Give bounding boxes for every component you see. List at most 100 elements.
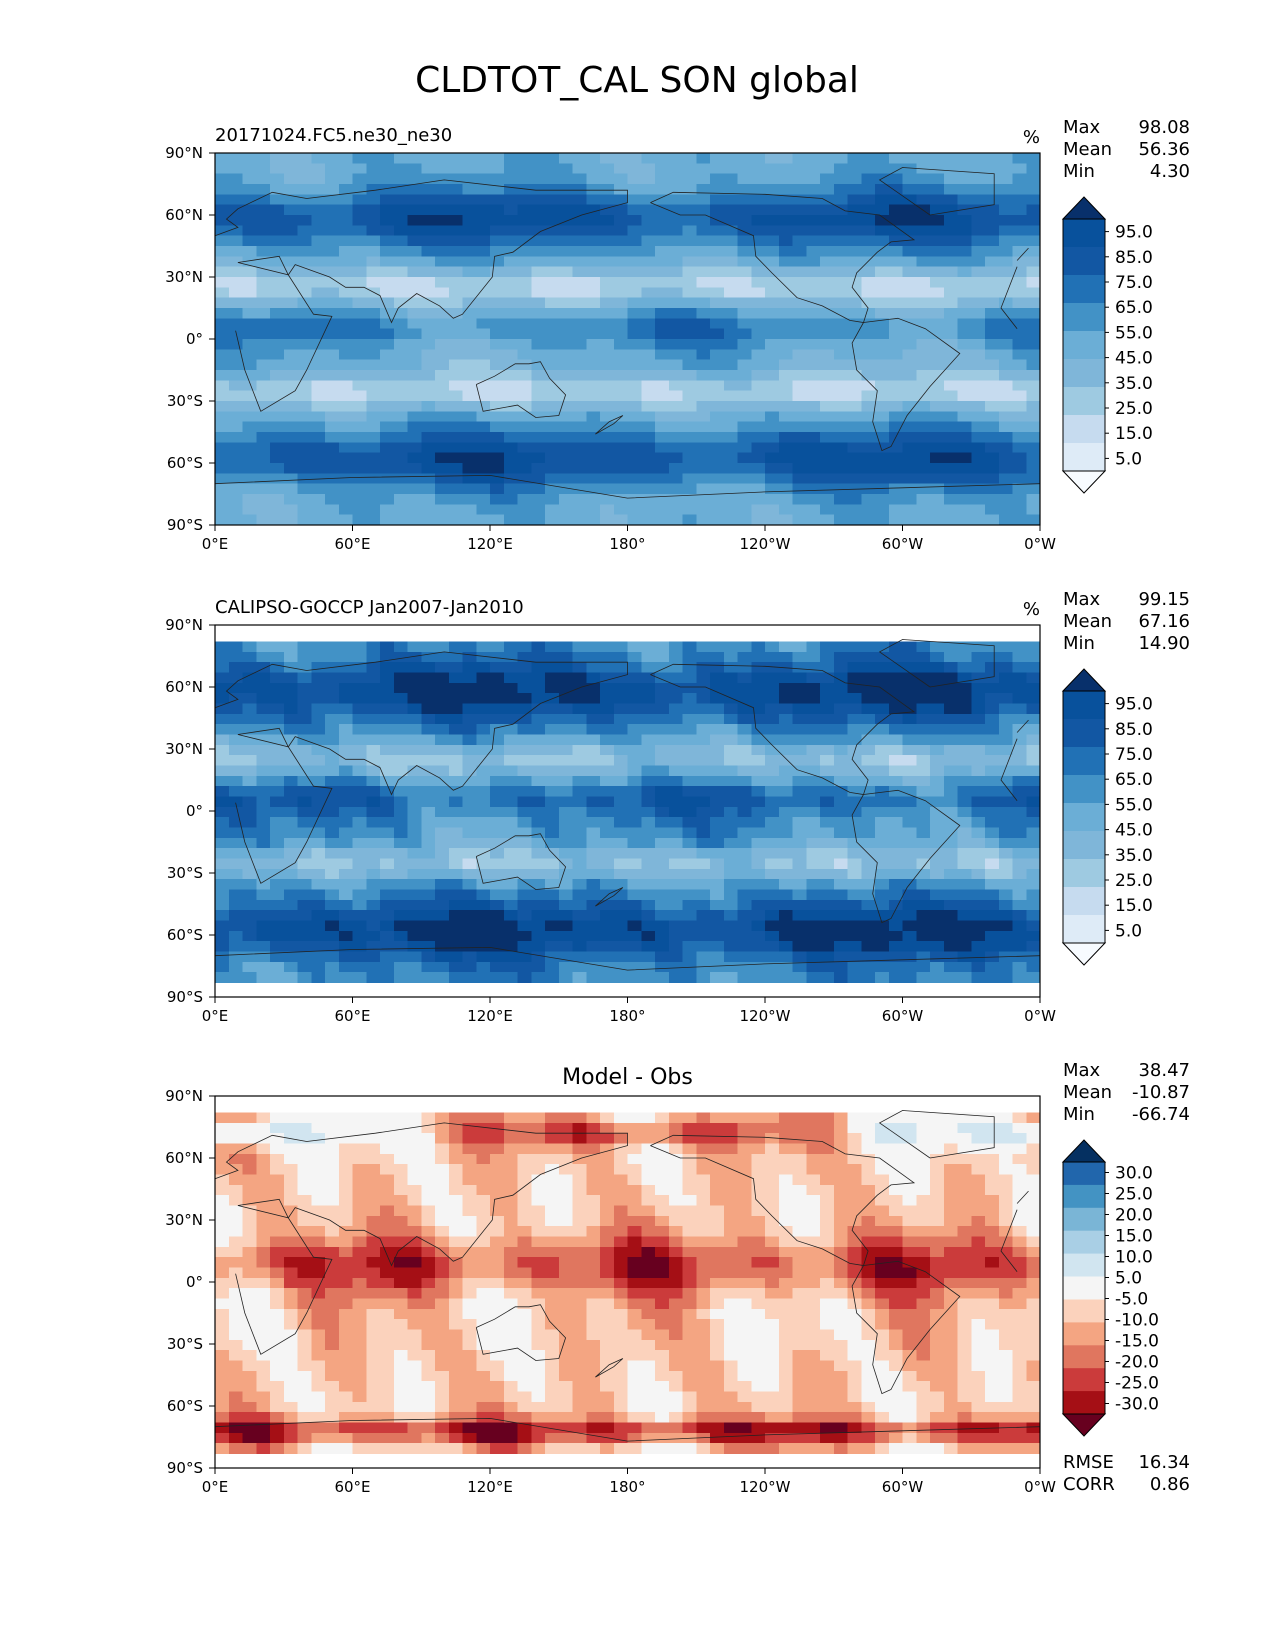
heat-cell	[888, 483, 904, 495]
heat-cell	[270, 920, 285, 932]
heat-cell	[613, 1184, 629, 1196]
heat-cell	[682, 442, 697, 454]
heat-cell	[627, 204, 642, 216]
heat-cell	[311, 1112, 326, 1124]
heat-cell	[228, 806, 244, 818]
heat-cell	[558, 827, 574, 839]
heat-cell	[916, 786, 931, 798]
heat-cell	[971, 910, 986, 922]
heat-cell	[338, 1164, 354, 1176]
heat-cell	[476, 1143, 491, 1155]
heat-cell	[215, 297, 230, 309]
heat-cell	[710, 755, 725, 767]
heat-cell	[806, 744, 821, 756]
heat-cell	[270, 370, 285, 381]
heat-cell	[668, 899, 684, 911]
heat-cell	[751, 287, 766, 299]
heat-cell	[765, 672, 780, 684]
heat-cell	[256, 1195, 271, 1207]
heat-cell	[448, 910, 464, 922]
heat-cell	[558, 662, 574, 674]
heat-cell	[297, 421, 312, 433]
heat-cell	[352, 153, 367, 164]
heat-cell	[682, 173, 697, 185]
heat-cell	[806, 961, 821, 973]
heat-cell	[710, 421, 725, 433]
heat-cell	[902, 920, 917, 932]
heat-cell	[531, 693, 546, 705]
heat-cell	[393, 277, 409, 288]
heat-cell	[985, 215, 1000, 226]
heat-cell	[820, 848, 835, 860]
heat-cell	[627, 1112, 642, 1124]
heat-cell	[820, 432, 835, 443]
heat-cell	[517, 972, 532, 984]
heat-cell	[490, 703, 505, 715]
heat-cell	[888, 930, 904, 942]
heat-cell	[531, 514, 546, 526]
heat-cell	[737, 682, 752, 694]
heat-cell	[407, 651, 422, 663]
heat-cell	[957, 961, 972, 973]
heat-cell	[751, 308, 766, 319]
heat-cell	[462, 256, 477, 268]
heat-cell	[710, 899, 725, 911]
heat-cell	[393, 463, 409, 474]
heat-cell	[517, 1112, 532, 1124]
heat-cell	[710, 817, 725, 829]
heat-cell	[723, 951, 739, 963]
heat-cell	[998, 786, 1014, 798]
heat-cell	[682, 1143, 697, 1155]
heat-cell	[531, 1174, 546, 1186]
heat-cell	[338, 504, 354, 516]
heat-cell	[833, 297, 849, 309]
heat-cell	[215, 287, 230, 299]
coastline	[214, 946, 1041, 971]
heat-cell	[875, 868, 890, 880]
heat-cell	[270, 349, 285, 361]
heat-cell	[270, 452, 285, 464]
heat-cell	[1012, 858, 1027, 870]
heat-cell	[696, 1122, 711, 1134]
heat-cell	[861, 858, 876, 870]
heat-cell	[682, 504, 697, 516]
heat-cell	[256, 682, 271, 694]
heat-cell	[655, 806, 670, 818]
heat-cell	[696, 1205, 711, 1217]
heat-cell	[517, 153, 532, 164]
heat-cell	[751, 442, 766, 454]
heat-cell	[503, 806, 519, 818]
heat-cell	[586, 328, 601, 340]
heat-cell	[476, 662, 491, 674]
heat-cell	[380, 473, 395, 485]
heat-cell	[393, 328, 409, 340]
heat-cell	[600, 744, 615, 756]
heat-cell	[462, 848, 477, 860]
heat-cell	[421, 153, 436, 164]
heat-cell	[682, 463, 697, 474]
coastline	[475, 833, 567, 890]
heat-cell	[930, 786, 945, 798]
heat-cell	[503, 1184, 519, 1196]
y-tick-label: 90°N	[165, 144, 203, 162]
heat-cell	[806, 641, 821, 653]
heat-cell	[215, 215, 230, 226]
heat-cell	[297, 930, 312, 942]
heat-cell	[600, 672, 615, 684]
heat-cell	[641, 734, 656, 746]
heat-cell	[242, 1205, 257, 1217]
heat-cell	[366, 868, 381, 880]
heat-cell	[338, 775, 354, 787]
heat-cell	[531, 1195, 546, 1207]
heat-cell	[531, 494, 546, 505]
heat-cell	[943, 765, 959, 777]
heat-cell	[338, 225, 354, 237]
heat-cell	[710, 724, 725, 736]
heat-cell	[256, 235, 271, 247]
heat-cell	[792, 1184, 807, 1196]
heat-cell	[737, 235, 752, 247]
heat-cell	[586, 1174, 601, 1186]
heat-cell	[435, 703, 450, 715]
heat-cell	[325, 672, 340, 684]
heat-cell	[270, 765, 285, 777]
